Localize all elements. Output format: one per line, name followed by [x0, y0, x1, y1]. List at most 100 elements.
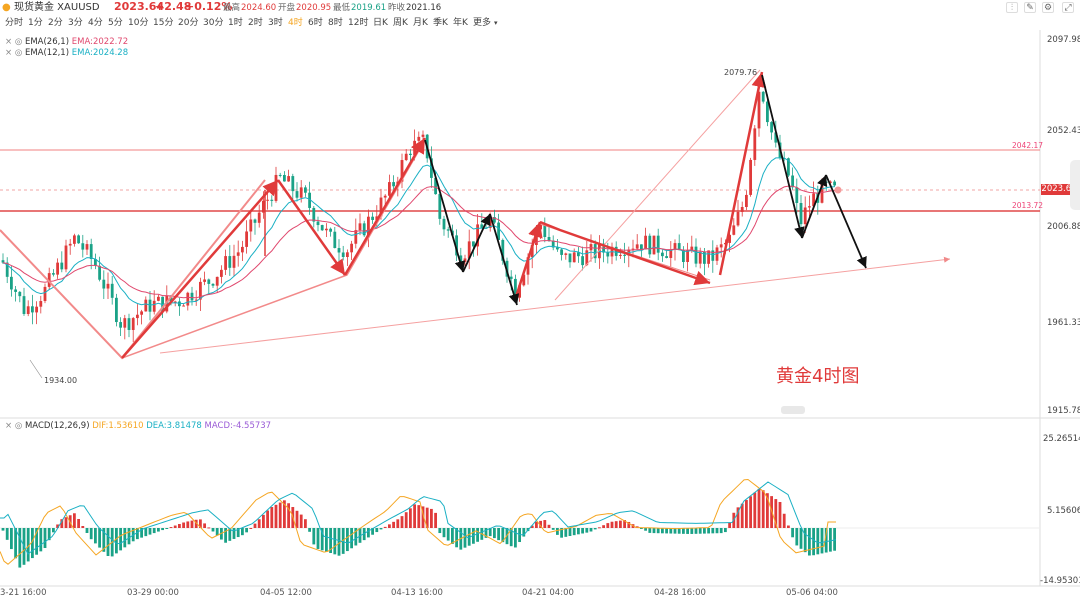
candle-body [333, 231, 337, 249]
timeframe-5[interactable]: 5分 [108, 18, 123, 28]
timeframe-22[interactable]: 更多 [473, 18, 492, 28]
timeframe-6[interactable]: 10分 [128, 18, 149, 28]
candle-body [770, 122, 773, 133]
timeframe-19[interactable]: 月K [413, 18, 428, 28]
close-icon[interactable]: × [5, 48, 13, 58]
candle-body [719, 244, 723, 248]
timeframe-10[interactable]: 1时 [228, 18, 243, 28]
candle-body [278, 174, 282, 176]
timeframe-21[interactable]: 年K [453, 18, 468, 28]
black-arrow [489, 213, 520, 306]
chevron-down-icon[interactable]: ▾ [494, 19, 498, 27]
macd-bar [224, 528, 227, 543]
black-arrow [761, 74, 805, 239]
candle-body [829, 181, 832, 183]
black-arrow [825, 174, 867, 269]
candle-body [77, 235, 80, 244]
timeframe-13[interactable]: 4时 [288, 18, 303, 28]
candle-body [472, 241, 475, 247]
candle-body [203, 279, 206, 282]
draw-tool-icon[interactable]: ✎ [1024, 2, 1036, 13]
timeframe-2[interactable]: 2分 [48, 18, 63, 28]
macd-bar [270, 507, 274, 528]
timeframe-14[interactable]: 6时 [308, 18, 323, 28]
macd-bar [39, 528, 43, 552]
candle-body [341, 252, 345, 258]
candle-body [568, 253, 572, 263]
macd-bar [85, 528, 89, 533]
timeframe-16[interactable]: 12时 [348, 18, 369, 28]
scroll-handle[interactable] [781, 406, 805, 414]
side-panel-toggle[interactable] [1070, 160, 1080, 210]
gold-icon: ● [2, 2, 11, 13]
settings-icon[interactable]: ⚙ [1042, 2, 1054, 13]
candle-body [18, 291, 22, 297]
candle-body [514, 278, 517, 298]
macd-bar [614, 521, 618, 528]
macd-bar [304, 519, 307, 528]
timeframe-4[interactable]: 4分 [88, 18, 103, 28]
macd-bar [169, 527, 173, 529]
macd-bar [455, 528, 458, 548]
macd-bar [488, 528, 492, 537]
candle-body [665, 256, 668, 258]
macd-bar [564, 528, 568, 537]
macd-bar [451, 528, 454, 544]
timeframe-3[interactable]: 3分 [68, 18, 83, 28]
candle-body [354, 230, 358, 244]
macd-bar [106, 528, 110, 556]
candle-body [501, 239, 505, 261]
timeframe-18[interactable]: 周K [393, 18, 408, 28]
eye-icon[interactable]: ◎ [14, 421, 23, 431]
timeframe-9[interactable]: 30分 [203, 18, 224, 28]
macd-bar [203, 523, 206, 528]
timeframe-8[interactable]: 20分 [178, 18, 199, 28]
prev-close-value: 2021.16 [406, 3, 442, 13]
macd-bar [102, 528, 106, 552]
macd-bar [320, 528, 324, 551]
candle-body [614, 246, 618, 256]
candle-body [623, 254, 626, 256]
macd-bar [728, 522, 731, 528]
fullscreen-icon[interactable]: ⤢ [1062, 2, 1074, 13]
ema26-label: EMA(26,1) [24, 37, 70, 47]
dea-line [0, 481, 837, 555]
timeframe-12[interactable]: 3时 [268, 18, 283, 28]
macd-bar [337, 528, 341, 556]
candle-body [350, 243, 353, 253]
candle-body [560, 249, 563, 255]
kline-type-icon[interactable]: ⫶ [1006, 2, 1018, 13]
timeframe-17[interactable]: 日K [373, 18, 388, 28]
timeframe-0[interactable]: 分时 [5, 18, 24, 28]
macd-bar [791, 528, 794, 538]
macd-bar [677, 528, 681, 534]
candle-body [518, 285, 521, 298]
macd-bar [568, 528, 572, 536]
red-arrow [513, 221, 543, 301]
macd-bar [115, 528, 118, 554]
eye-icon[interactable]: ◎ [14, 37, 23, 47]
candle-body [581, 256, 584, 266]
candle-body [199, 281, 202, 300]
close-icon[interactable]: × [5, 421, 13, 431]
candle-body [585, 250, 589, 266]
timeframe-7[interactable]: 15分 [153, 18, 174, 28]
eye-icon[interactable]: ◎ [14, 48, 23, 58]
candle-body [266, 199, 269, 201]
macd-bar [182, 522, 185, 528]
macd-axis-label: -14.95301 [1040, 576, 1080, 586]
close-icon[interactable]: × [5, 37, 13, 47]
macd-bar [753, 492, 757, 528]
last-price: 2023.64 [114, 0, 165, 13]
candle-body [115, 297, 118, 323]
candle-body [694, 246, 698, 264]
timeframe-1[interactable]: 1分 [28, 18, 43, 28]
macd-bar [367, 528, 370, 538]
timeframe-11[interactable]: 2时 [248, 18, 263, 28]
macd-bar [31, 528, 34, 559]
timeframe-20[interactable]: 季K [433, 18, 448, 28]
macd-bar [476, 528, 479, 542]
timeframe-15[interactable]: 8时 [328, 18, 343, 28]
macd-bar [665, 528, 668, 534]
